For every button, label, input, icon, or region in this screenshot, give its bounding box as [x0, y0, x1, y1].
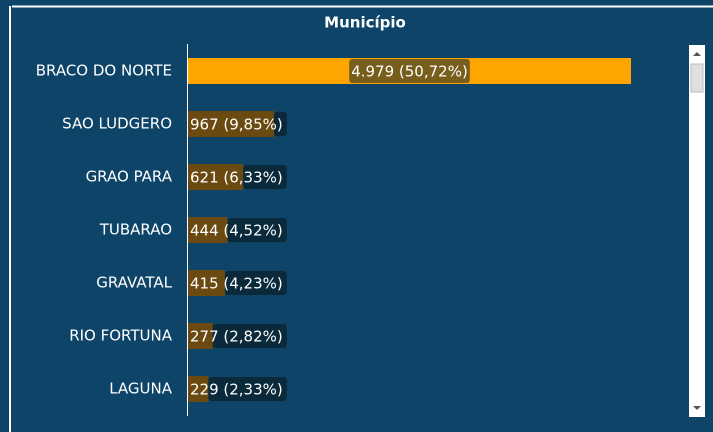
- value-label: 621 (6,33%): [190, 169, 283, 187]
- value-label: 415 (4,23%): [190, 275, 283, 293]
- bar: [188, 270, 225, 296]
- category-label: RIO FORTUNA: [69, 327, 173, 345]
- category-label: GRAVATAL: [96, 274, 172, 292]
- scroll-up[interactable]: [693, 52, 701, 56]
- bar: [188, 164, 244, 190]
- label-bg: [349, 59, 470, 83]
- label-bg: [224, 271, 287, 295]
- value-label: 277 (2,82%): [190, 328, 283, 346]
- label-bg: [212, 324, 287, 348]
- label-bg: [243, 165, 287, 189]
- category-label: TUBARAO: [99, 221, 172, 239]
- bar: [188, 323, 213, 349]
- label-bg: [208, 377, 287, 401]
- label-bg: [227, 218, 287, 242]
- bar: [188, 376, 209, 402]
- chart-title: Município: [324, 14, 406, 32]
- scroll-down[interactable]: [693, 406, 701, 410]
- category-label: BRACO DO NORTE: [36, 62, 172, 80]
- value-label: 967 (9,85%): [190, 116, 283, 134]
- value-label: 229 (2,33%): [190, 381, 283, 399]
- category-label: LAGUNA: [109, 380, 173, 398]
- label-bg: [274, 112, 287, 136]
- scrollbar-thumb[interactable]: [690, 63, 704, 93]
- value-label: 444 (4,52%): [190, 222, 283, 240]
- value-label: 4.979 (50,72%): [351, 63, 468, 81]
- scrollbar[interactable]: [689, 45, 705, 417]
- bar: [188, 111, 275, 137]
- bar: [188, 217, 228, 243]
- category-label: SAO LUDGERO: [62, 115, 172, 133]
- top-band: [0, 0, 713, 6]
- category-label: GRAO PARA: [86, 168, 173, 186]
